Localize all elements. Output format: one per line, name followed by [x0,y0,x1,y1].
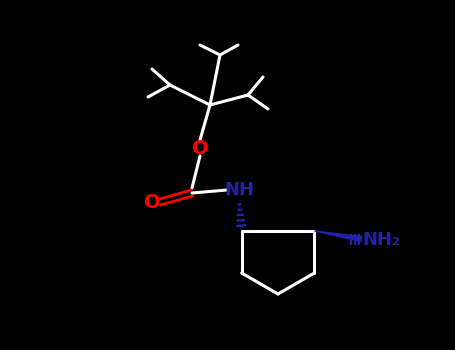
Text: O: O [144,193,160,211]
Text: NH₂: NH₂ [363,231,400,249]
Polygon shape [314,231,362,241]
Text: O: O [192,139,208,158]
Text: NH: NH [224,181,254,199]
